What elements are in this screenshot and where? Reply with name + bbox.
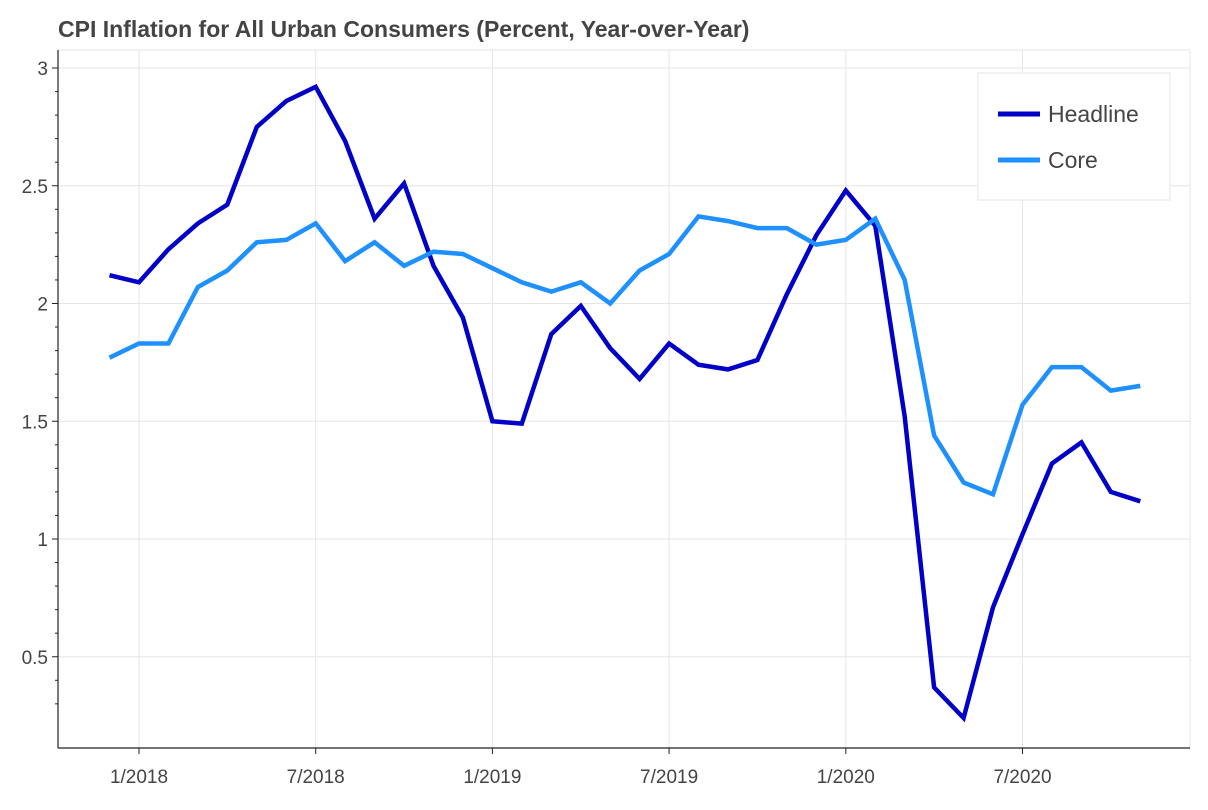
y-tick-label: 2 — [37, 295, 48, 316]
x-tick-label: 1/2018 — [110, 767, 168, 788]
y-tick-label: 1.5 — [22, 412, 48, 433]
x-tick-label: 7/2018 — [287, 767, 345, 788]
chart-title: CPI Inflation for All Urban Consumers (P… — [58, 16, 750, 42]
x-tick-label: 7/2020 — [993, 767, 1051, 788]
x-tick-label: 1/2019 — [463, 767, 521, 788]
grid — [57, 49, 1191, 749]
x-tick-label: 7/2019 — [640, 767, 698, 788]
legend-label-core: Core — [1048, 147, 1098, 173]
y-tick-label: 1 — [37, 530, 48, 551]
y-tick-label: 3 — [37, 59, 48, 80]
legend-label-headline: Headline — [1048, 101, 1139, 127]
y-tick-label: 0.5 — [22, 648, 48, 669]
y-tick-label: 2.5 — [22, 177, 48, 198]
legend: Headline Core — [977, 72, 1171, 201]
legend-box — [977, 72, 1171, 201]
series-line-headline — [108, 83, 1141, 723]
series-line-core — [108, 213, 1141, 498]
series-layer — [108, 83, 1141, 723]
x-tick-label: 1/2020 — [817, 767, 875, 788]
axes: 0.5 1 1.5 2 2.5 3 1/2018 7/2018 1/2019 7/2019 1/20… — [22, 50, 1190, 788]
